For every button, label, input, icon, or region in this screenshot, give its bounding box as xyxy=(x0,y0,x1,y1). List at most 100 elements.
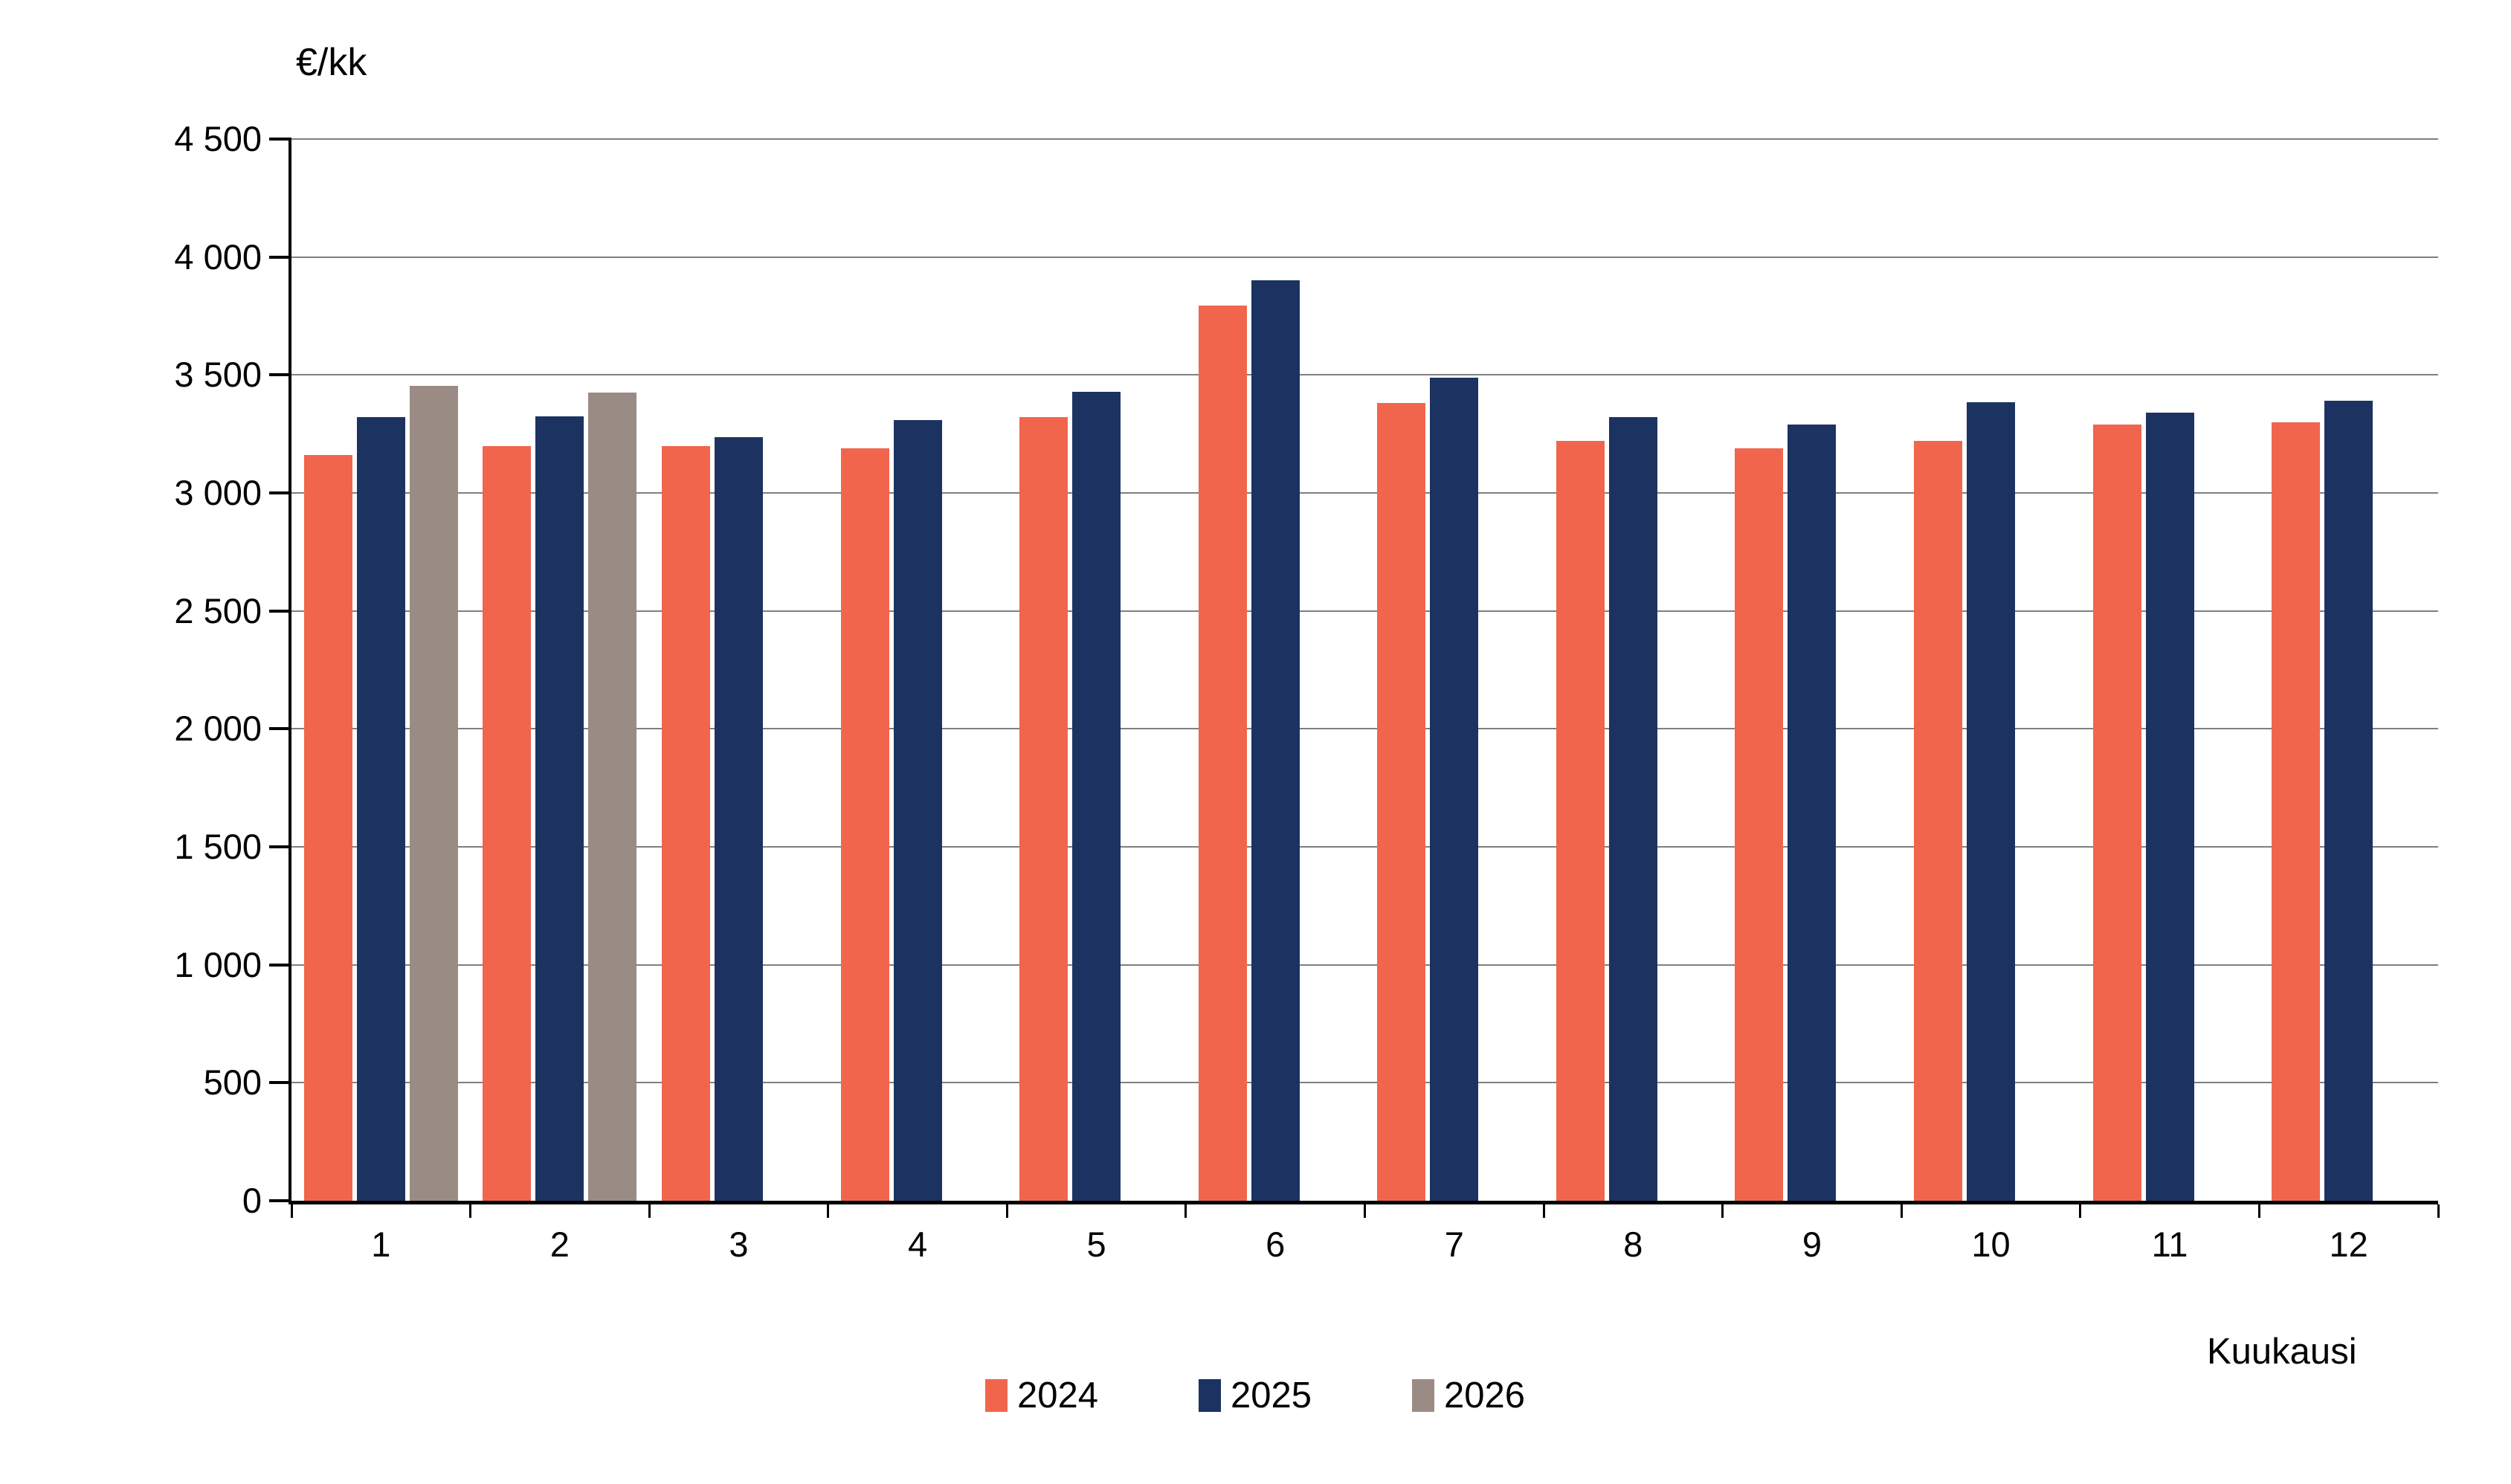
bar-2026-month-2 xyxy=(588,393,637,1201)
category-cell-6 xyxy=(1186,139,1365,1201)
x-axis-tick-label: 7 xyxy=(1444,1225,1464,1264)
x-axis-tick-label: 8 xyxy=(1623,1225,1643,1264)
bars-container xyxy=(291,139,2438,1201)
x-axis-tick-label: 4 xyxy=(907,1225,928,1264)
y-axis-labels: 0 500 1 000 1 500 2 000 2 500 3 000 3 500 4 000 4… xyxy=(0,119,262,1220)
bar-2025-month-3 xyxy=(714,437,763,1201)
gridline-3500 xyxy=(291,374,2438,376)
legend-label-2026: 2026 xyxy=(1444,1375,1526,1416)
bar-2024-month-7 xyxy=(1377,403,1426,1201)
x-axis-tick-label: 1 xyxy=(371,1225,391,1264)
legend: 2024 2025 2026 xyxy=(985,1374,1525,1417)
y-axis-tick-label: 3 000 xyxy=(174,472,262,512)
bar-2025-month-9 xyxy=(1788,424,1837,1201)
y-axis-unit-title: €/kk xyxy=(296,41,367,84)
y-axis-tick-label: 2 500 xyxy=(174,590,262,630)
bar-2024-month-11 xyxy=(2092,424,2141,1201)
x-axis-tick-2 xyxy=(648,1204,651,1218)
y-axis-tick-label: 1 500 xyxy=(174,826,262,866)
y-axis-tick-label: 0 xyxy=(242,1181,262,1220)
bar-2024-month-6 xyxy=(1198,305,1247,1201)
y-axis-tick-3500 xyxy=(269,373,291,377)
plot-area xyxy=(269,138,2440,1218)
y-axis-tick-label: 3 500 xyxy=(174,355,262,395)
category-cell-11 xyxy=(2080,139,2260,1201)
bar-2024-month-12 xyxy=(2272,422,2321,1201)
category-cell-9 xyxy=(1723,139,1902,1201)
legend-swatch-2025 xyxy=(1199,1379,1222,1412)
y-axis-tick-1000 xyxy=(269,963,291,967)
y-axis-tick-4000 xyxy=(269,255,291,259)
y-axis-tick-label: 4 000 xyxy=(174,236,262,277)
x-axis-labels: 1 2 3 4 5 6 7 8 9 10 11 12 xyxy=(291,1223,2438,1266)
x-axis-tick-label: 9 xyxy=(1802,1225,1822,1264)
category-cell-8 xyxy=(1544,139,1723,1201)
category-cell-7 xyxy=(1364,139,1544,1201)
bar-2026-month-1 xyxy=(409,385,458,1201)
bar-2025-month-8 xyxy=(1608,417,1657,1201)
y-axis-tick-1500 xyxy=(269,845,291,849)
bar-2025-month-5 xyxy=(1072,391,1121,1201)
x-axis-tick-label: 5 xyxy=(1086,1225,1106,1264)
bar-2025-month-10 xyxy=(1966,401,2015,1201)
bar-2024-month-4 xyxy=(840,448,889,1201)
bar-2025-month-1 xyxy=(356,417,405,1201)
bar-2024-month-9 xyxy=(1735,448,1784,1201)
x-axis-tick-6 xyxy=(1364,1204,1366,1218)
category-cell-5 xyxy=(1007,139,1186,1201)
legend-item-2025: 2025 xyxy=(1199,1374,1312,1417)
bar-2025-month-7 xyxy=(1430,377,1479,1201)
x-axis-tick-5 xyxy=(1184,1204,1187,1218)
x-axis-tick-0 xyxy=(290,1204,293,1218)
y-axis-tick-500 xyxy=(269,1081,291,1085)
y-axis-tick-2000 xyxy=(269,727,291,731)
x-axis-tick-3 xyxy=(827,1204,830,1218)
x-axis-tick-10 xyxy=(2079,1204,2082,1218)
category-cell-2 xyxy=(471,139,650,1201)
y-axis-tick-4500 xyxy=(269,138,291,141)
bar-2025-month-4 xyxy=(893,419,942,1201)
bar-2024-month-10 xyxy=(1913,441,1962,1201)
category-cell-12 xyxy=(2259,139,2438,1201)
x-axis-title: Kuukausi xyxy=(2207,1332,2357,1372)
bar-2025-month-2 xyxy=(535,416,584,1201)
x-axis-tick-12 xyxy=(2437,1204,2440,1218)
bar-2024-month-2 xyxy=(483,445,532,1201)
legend-swatch-2026 xyxy=(1412,1379,1435,1412)
gridline-4500 xyxy=(291,138,2438,140)
x-axis-tick-9 xyxy=(1900,1204,1903,1218)
y-axis-tick-label: 500 xyxy=(203,1062,262,1103)
bar-2025-month-12 xyxy=(2324,401,2373,1201)
bar-2024-month-3 xyxy=(661,445,710,1201)
bar-2024-month-8 xyxy=(1556,441,1605,1201)
gridline-1000 xyxy=(291,964,2438,966)
x-axis-tick-label: 11 xyxy=(2151,1225,2188,1264)
legend-label-2024: 2024 xyxy=(1017,1375,1099,1416)
gridline-2000 xyxy=(291,728,2438,730)
gridline-500 xyxy=(291,1082,2438,1084)
bar-2024-month-5 xyxy=(1019,417,1068,1201)
y-axis-tick-0 xyxy=(269,1199,291,1202)
gridline-2500 xyxy=(291,610,2438,612)
bar-2025-month-6 xyxy=(1251,280,1300,1201)
category-cell-1 xyxy=(291,139,471,1201)
legend-item-2026: 2026 xyxy=(1412,1374,1525,1417)
bar-2024-month-1 xyxy=(303,455,352,1201)
y-axis-tick-2500 xyxy=(269,609,291,613)
legend-label-2025: 2025 xyxy=(1231,1375,1312,1416)
x-axis-tick-label: 3 xyxy=(729,1225,749,1264)
legend-swatch-2024 xyxy=(985,1379,1008,1412)
x-axis-tick-8 xyxy=(1721,1204,1724,1218)
category-cell-10 xyxy=(1901,139,2080,1201)
category-cell-3 xyxy=(649,139,828,1201)
x-axis-tick-11 xyxy=(2257,1204,2260,1218)
gridline-4000 xyxy=(291,256,2438,258)
x-axis-tick-label: 6 xyxy=(1266,1225,1286,1264)
bar-2025-month-11 xyxy=(2145,413,2194,1201)
legend-item-2024: 2024 xyxy=(985,1374,1098,1417)
x-axis-tick-7 xyxy=(1542,1204,1545,1218)
x-axis-tick-1 xyxy=(469,1204,472,1218)
x-axis-tick-label: 10 xyxy=(1971,1225,2011,1264)
y-axis-tick-label: 4 500 xyxy=(174,119,262,158)
x-axis-tick-4 xyxy=(1005,1204,1008,1218)
